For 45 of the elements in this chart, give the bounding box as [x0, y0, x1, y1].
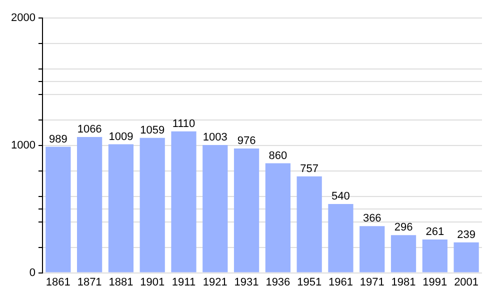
bar: [108, 144, 134, 272]
bar: [171, 131, 196, 272]
bar: [202, 145, 228, 272]
data-label: 1110: [172, 118, 196, 130]
bar: [265, 163, 290, 272]
bar: [140, 138, 165, 272]
data-label: 540: [332, 190, 350, 203]
data-label: 1066: [77, 124, 102, 136]
bar: [328, 204, 354, 272]
x-tick-label: 1861: [46, 276, 70, 288]
x-tick-label: 1911: [172, 276, 196, 288]
bar: [46, 146, 71, 272]
bar: [454, 242, 479, 272]
bar: [296, 176, 322, 272]
x-tick-label: 1921: [202, 276, 228, 288]
data-label: 239: [457, 228, 476, 241]
bar: [390, 235, 416, 272]
data-label: 1009: [108, 130, 134, 143]
x-tick-label: 1971: [360, 276, 384, 288]
x-tick-label: 1951: [297, 276, 322, 288]
x-tick-label: 1881: [108, 276, 134, 288]
bar: [77, 136, 102, 272]
bar: [360, 226, 385, 272]
data-label: 296: [394, 222, 413, 234]
x-tick-label: 1901: [140, 276, 165, 288]
x-tick-label: 1931: [234, 276, 259, 288]
data-label: 1059: [140, 124, 165, 136]
data-label: 860: [268, 150, 288, 162]
y-tick-label: 2000: [10, 12, 36, 24]
y-tick-label: 0: [29, 266, 36, 279]
x-tick-label: 2001: [454, 276, 479, 288]
bar: [234, 148, 260, 272]
data-label: 261: [426, 226, 444, 238]
data-label: 976: [237, 134, 256, 147]
data-label: 1003: [202, 132, 228, 144]
x-tick-label: 1936: [266, 276, 290, 288]
data-label: 366: [362, 212, 382, 225]
x-tick-label: 1871: [77, 276, 102, 288]
x-tick-label: 1991: [422, 276, 448, 288]
x-tick-label: 1961: [328, 276, 353, 288]
y-tick-label: 1000: [10, 139, 36, 152]
x-tick-label: 1981: [391, 276, 416, 288]
data-label: 757: [300, 162, 319, 175]
bar: [422, 240, 448, 272]
data-label: 989: [48, 133, 68, 146]
